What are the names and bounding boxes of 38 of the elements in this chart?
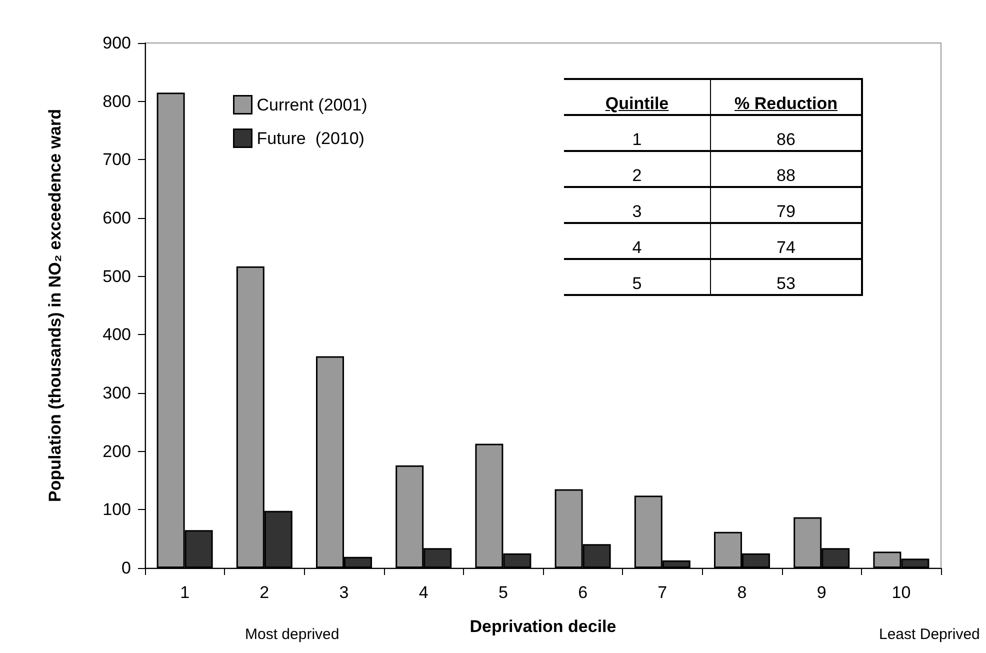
x-tick-label: 7 — [658, 583, 668, 602]
annotation: 74 — [710, 223, 862, 259]
x-tick-label: 4 — [418, 583, 428, 602]
y-tick-label: 400 — [102, 325, 131, 344]
y-tick-label: 700 — [102, 150, 131, 170]
annotation: % Reduction — [710, 79, 862, 115]
annotation: 5 — [564, 259, 710, 295]
text: Least Deprived — [879, 626, 980, 643]
x-tick-label: 5 — [498, 583, 508, 602]
annotation: 86 — [710, 115, 862, 151]
annotation: 1 — [564, 115, 710, 151]
y-axis-title: Population (thousands) in NO₂ exceedence ward — [46, 109, 64, 502]
annotation: 2 — [564, 151, 710, 187]
y-tick-label: 800 — [102, 92, 131, 111]
x-tick-label: 3 — [339, 583, 349, 602]
text: Most deprived — [245, 626, 340, 643]
x-tick-label: 2 — [260, 583, 270, 602]
annotation: 4 — [564, 223, 710, 259]
y-tick-label: 900 — [102, 34, 131, 52]
annotation: 79 — [710, 187, 862, 223]
annotation: 88 — [710, 151, 862, 187]
x-tick-label: 1 — [180, 583, 190, 602]
legend-label: Future (2010) — [256, 128, 364, 148]
y-tick-label: 300 — [102, 384, 131, 402]
x-tick-label: 10 — [892, 583, 911, 602]
annotation: 53 — [710, 259, 862, 295]
y-tick-label: 100 — [102, 500, 131, 520]
legend-label: Current (2001) — [256, 95, 368, 114]
x-tick-label: 8 — [737, 583, 747, 602]
y-tick-label: 500 — [102, 266, 131, 286]
annotation: Quintile — [564, 79, 710, 115]
x-tick-label: 9 — [816, 583, 826, 602]
y-tick-label: 600 — [102, 208, 131, 228]
x-tick-label: 6 — [578, 583, 588, 602]
y-tick-label: 200 — [102, 442, 131, 461]
y-tick-label: 0 — [122, 558, 131, 578]
annotation: 3 — [564, 187, 710, 223]
x-axis-title: Deprivation decile — [470, 617, 616, 636]
